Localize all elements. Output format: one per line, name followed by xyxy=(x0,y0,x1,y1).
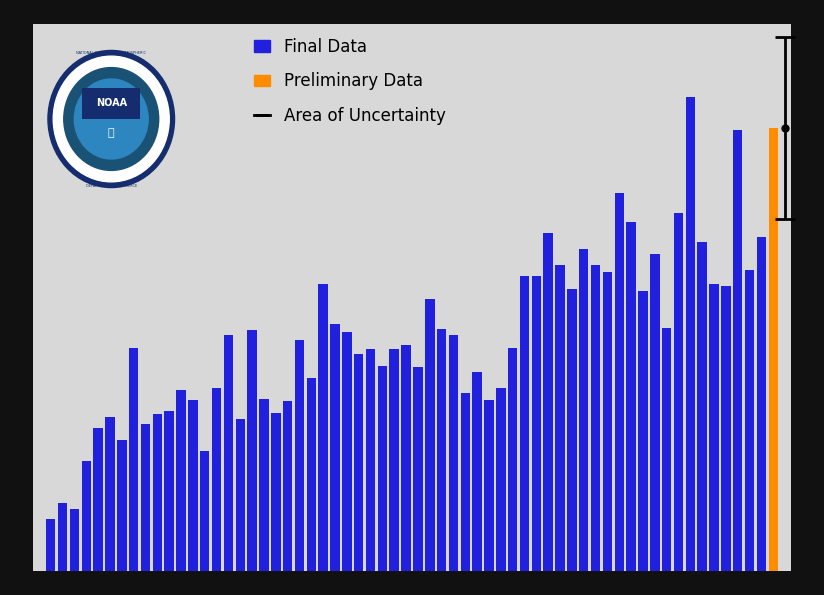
Bar xyxy=(212,388,222,571)
Circle shape xyxy=(54,56,169,182)
Bar xyxy=(531,276,541,571)
Bar xyxy=(745,270,754,571)
Text: NOAA: NOAA xyxy=(96,98,127,108)
Bar xyxy=(271,413,280,571)
Bar xyxy=(413,367,423,571)
Bar xyxy=(709,284,719,571)
Bar xyxy=(152,414,162,571)
Bar xyxy=(93,428,103,571)
Text: 🐦: 🐦 xyxy=(108,129,115,138)
Bar xyxy=(188,400,198,571)
Bar xyxy=(674,212,683,571)
Bar xyxy=(686,97,695,571)
Bar xyxy=(626,222,636,571)
Bar xyxy=(377,366,387,571)
Bar xyxy=(567,289,577,571)
Bar xyxy=(46,519,55,571)
Bar xyxy=(58,503,68,571)
Bar xyxy=(176,390,185,571)
Bar xyxy=(639,291,648,571)
Bar xyxy=(579,249,588,571)
Legend: Final Data, Preliminary Data, Area of Uncertainty: Final Data, Preliminary Data, Area of Un… xyxy=(254,37,446,125)
Bar xyxy=(129,348,138,571)
FancyBboxPatch shape xyxy=(82,87,140,119)
Bar xyxy=(354,354,363,571)
Bar xyxy=(697,242,707,571)
Bar xyxy=(508,348,517,571)
Bar xyxy=(615,193,624,571)
Bar xyxy=(70,509,79,571)
Bar xyxy=(330,324,339,571)
Bar xyxy=(650,255,659,571)
Bar xyxy=(756,237,766,571)
Bar xyxy=(295,340,304,571)
Bar xyxy=(82,462,91,571)
Bar xyxy=(591,265,601,571)
Bar xyxy=(318,284,328,571)
Bar xyxy=(472,372,482,571)
Bar xyxy=(165,411,174,571)
Bar xyxy=(544,233,553,571)
Bar xyxy=(461,393,470,571)
Bar xyxy=(247,330,257,571)
Text: DEPARTMENT OF COMMERCE: DEPARTMENT OF COMMERCE xyxy=(86,184,137,188)
Bar xyxy=(662,328,672,571)
Bar xyxy=(485,400,494,571)
Bar xyxy=(769,128,778,571)
Bar xyxy=(260,399,269,571)
Bar xyxy=(401,346,411,571)
Bar xyxy=(105,416,115,571)
Circle shape xyxy=(63,68,159,170)
Circle shape xyxy=(48,51,175,187)
Text: NATIONAL OCEANIC AND ATMOSPHERIC: NATIONAL OCEANIC AND ATMOSPHERIC xyxy=(77,51,146,55)
Bar xyxy=(496,388,506,571)
Bar xyxy=(117,440,127,571)
Bar xyxy=(555,265,564,571)
Bar xyxy=(283,401,293,571)
Bar xyxy=(236,419,245,571)
Bar xyxy=(602,272,612,571)
Bar xyxy=(342,331,352,571)
Bar xyxy=(520,276,529,571)
Bar xyxy=(223,335,233,571)
Bar xyxy=(721,286,731,571)
Bar xyxy=(449,335,458,571)
Bar xyxy=(390,349,399,571)
Bar xyxy=(437,328,447,571)
Bar xyxy=(200,450,209,571)
Bar xyxy=(425,299,434,571)
Bar xyxy=(366,349,375,571)
Circle shape xyxy=(74,79,148,159)
Bar xyxy=(307,378,316,571)
Bar xyxy=(733,130,742,571)
Bar xyxy=(141,424,150,571)
